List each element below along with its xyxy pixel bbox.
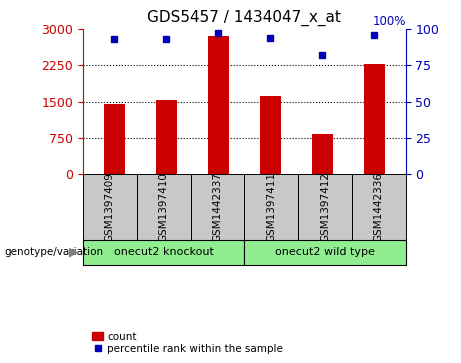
Bar bbox=[156, 100, 177, 174]
Text: genotype/variation: genotype/variation bbox=[5, 247, 104, 257]
Bar bbox=[83, 240, 244, 265]
Bar bbox=[298, 174, 352, 240]
Text: GSM1397411: GSM1397411 bbox=[266, 172, 276, 242]
Text: ▶: ▶ bbox=[69, 246, 78, 259]
Bar bbox=[208, 36, 229, 174]
Bar bbox=[104, 104, 124, 174]
Bar bbox=[83, 174, 137, 240]
Text: 100%: 100% bbox=[372, 15, 406, 28]
Bar bbox=[244, 240, 406, 265]
Text: GSM1397409: GSM1397409 bbox=[105, 172, 115, 242]
Bar bbox=[260, 96, 281, 174]
Text: GSM1442336: GSM1442336 bbox=[374, 172, 384, 242]
Bar bbox=[312, 134, 333, 174]
Bar bbox=[244, 174, 298, 240]
Bar bbox=[190, 174, 244, 240]
Title: GDS5457 / 1434047_x_at: GDS5457 / 1434047_x_at bbox=[148, 10, 341, 26]
Legend: count, percentile rank within the sample: count, percentile rank within the sample bbox=[88, 327, 287, 358]
Bar bbox=[352, 174, 406, 240]
Text: GSM1442337: GSM1442337 bbox=[213, 172, 223, 242]
Bar bbox=[137, 174, 190, 240]
Text: onecut2 wild type: onecut2 wild type bbox=[275, 247, 375, 257]
Text: GSM1397410: GSM1397410 bbox=[159, 172, 169, 242]
Text: GSM1397412: GSM1397412 bbox=[320, 172, 330, 242]
Bar bbox=[364, 64, 385, 174]
Text: onecut2 knockout: onecut2 knockout bbox=[114, 247, 213, 257]
